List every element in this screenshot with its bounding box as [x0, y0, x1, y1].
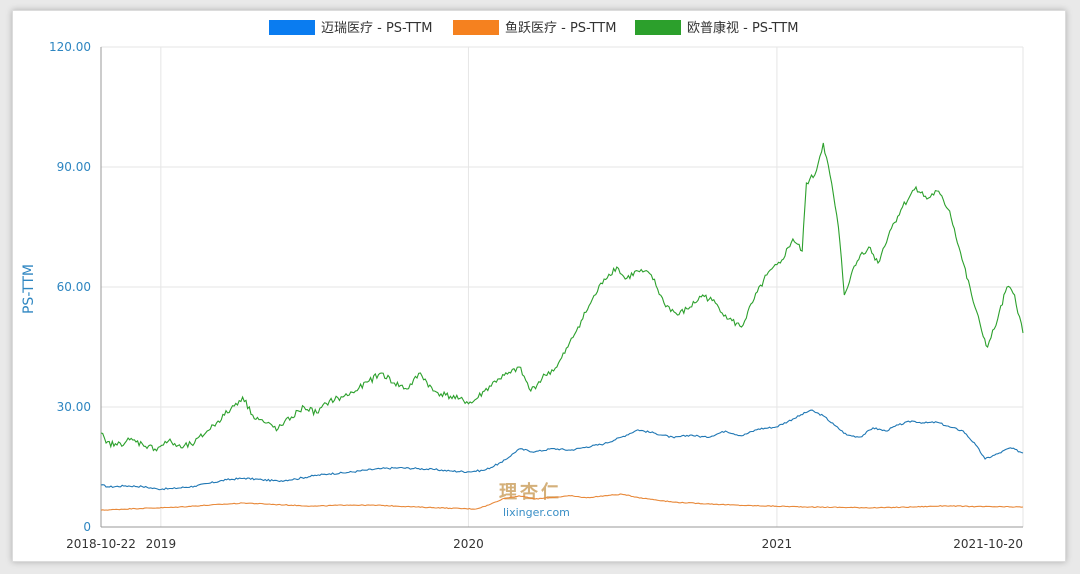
legend-label-2[interactable]: 鱼跃医疗 - PS-TTM	[505, 20, 616, 36]
x-tick-label: 2019	[146, 537, 177, 551]
y-tick-labels: 0 30.00 60.00 90.00 120.00	[49, 40, 91, 534]
y-tick-label: 120.00	[49, 40, 91, 54]
x-tick-labels: 2018-10-22 2019 2020 2021 2021-10-20	[66, 537, 1023, 551]
series-line-1	[100, 409, 1024, 491]
y-tick-label: 0	[83, 520, 91, 534]
ps-ttm-line-chart: 0 30.00 60.00 90.00 120.00 2018-10-22 2019 202…	[21, 20, 1024, 551]
y-tick-label: 60.00	[57, 280, 91, 294]
chart-frame: 0 30.00 60.00 90.00 120.00 2018-10-22 2019 202…	[12, 10, 1066, 562]
legend-label-1[interactable]: 迈瑞医疗 - PS-TTM	[321, 21, 432, 36]
legend-swatch-1[interactable]	[269, 20, 315, 35]
watermark: 理杏仁 lixinger.com	[499, 481, 570, 519]
y-axis-label: PS-TTM	[21, 264, 37, 314]
x-tick-label: 2021	[762, 537, 793, 551]
axes	[100, 47, 1023, 528]
legend[interactable]: 迈瑞医疗 - PS-TTM 鱼跃医疗 - PS-TTM 欧普康视 - PS-TTM	[269, 20, 798, 36]
legend-swatch-2[interactable]	[453, 20, 499, 35]
series-lines	[100, 142, 1024, 511]
legend-label-3[interactable]: 欧普康视 - PS-TTM	[687, 20, 798, 36]
watermark-url: lixinger.com	[503, 506, 570, 519]
x-tick-label: 2021-10-20	[953, 537, 1023, 551]
y-tick-label: 90.00	[57, 160, 91, 174]
series-line-2	[100, 493, 1024, 511]
gridlines	[100, 46, 1024, 527]
legend-swatch-3[interactable]	[635, 20, 681, 35]
x-tick-label: 2018-10-22	[66, 537, 136, 551]
x-tick-label: 2020	[453, 537, 484, 551]
series-line-3	[100, 142, 1024, 452]
watermark-logo-text: 理杏仁	[499, 481, 562, 503]
y-tick-label: 30.00	[57, 400, 91, 414]
